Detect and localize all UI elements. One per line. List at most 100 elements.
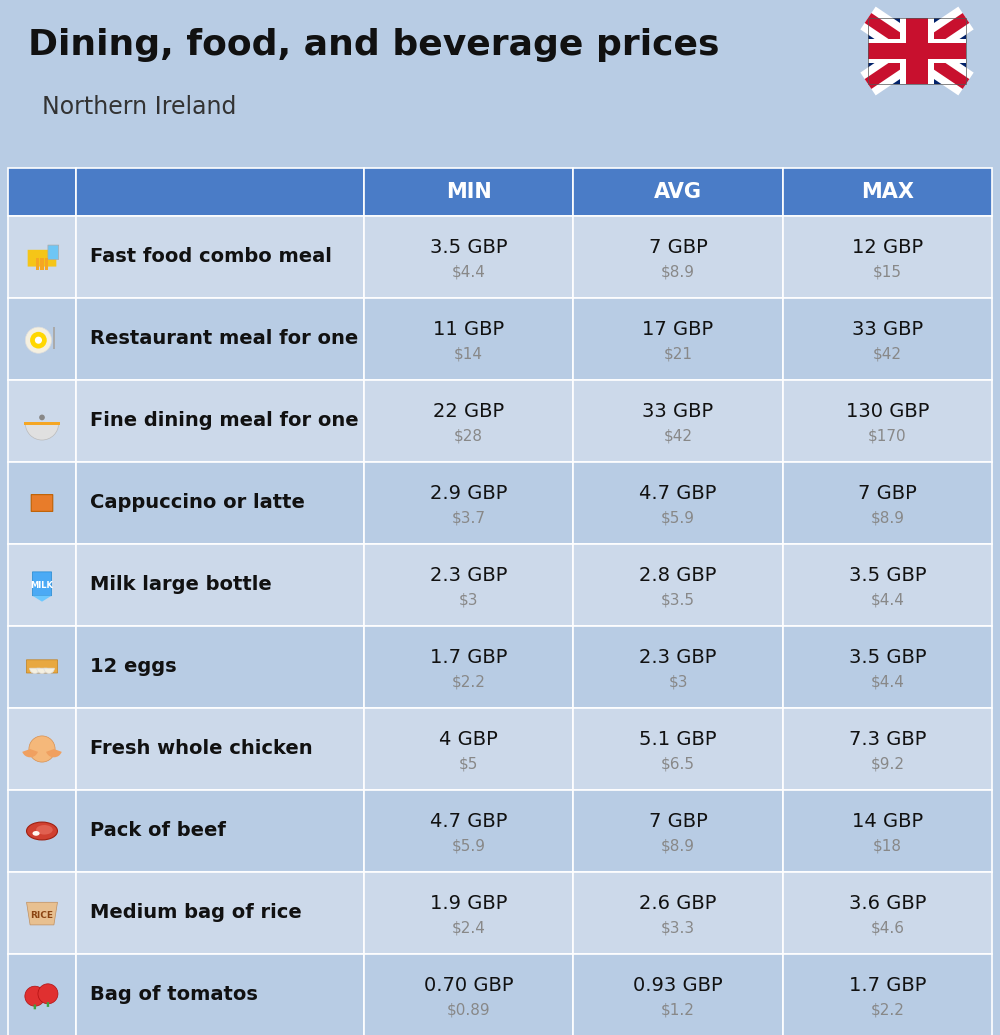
Bar [53, 327, 55, 349]
Text: 7 GBP: 7 GBP [649, 811, 707, 831]
Bar [573, 954, 783, 1035]
Text: Milk large bottle: Milk large bottle [90, 575, 272, 594]
Text: $5: $5 [459, 757, 478, 771]
Text: 7 GBP: 7 GBP [858, 483, 917, 503]
FancyBboxPatch shape [32, 572, 52, 596]
Text: Fine dining meal for one: Fine dining meal for one [90, 412, 359, 431]
Bar [783, 168, 992, 216]
Text: $8.9: $8.9 [661, 264, 695, 279]
Bar [40, 258, 44, 270]
Text: 33 GBP: 33 GBP [852, 320, 923, 338]
Text: 11 GBP: 11 GBP [433, 320, 504, 338]
Bar [8, 873, 76, 954]
Bar [76, 380, 364, 462]
Text: $21: $21 [664, 347, 692, 361]
Wedge shape [30, 669, 40, 674]
Bar [8, 168, 76, 216]
Text: $5.9: $5.9 [452, 838, 486, 853]
Bar [783, 544, 992, 626]
Text: Northern Ireland: Northern Ireland [42, 95, 236, 119]
Text: $8.9: $8.9 [661, 838, 695, 853]
Circle shape [29, 736, 55, 762]
Text: 17 GBP: 17 GBP [642, 320, 714, 338]
Text: Fresh whole chicken: Fresh whole chicken [90, 739, 313, 759]
Text: 3.5 GBP: 3.5 GBP [849, 566, 926, 585]
Text: 1.7 GBP: 1.7 GBP [849, 976, 926, 995]
Text: $0.89: $0.89 [447, 1002, 490, 1017]
Bar [900, 18, 934, 84]
Text: $2.2: $2.2 [870, 1002, 904, 1017]
Wedge shape [37, 669, 47, 674]
Bar [783, 626, 992, 708]
FancyBboxPatch shape [31, 495, 53, 511]
Text: $4.4: $4.4 [452, 264, 486, 279]
Text: $2.4: $2.4 [452, 920, 486, 936]
Bar [24, 422, 60, 425]
FancyBboxPatch shape [47, 1002, 49, 1007]
Text: Bag of tomatos: Bag of tomatos [90, 985, 258, 1005]
Bar [783, 954, 992, 1035]
Polygon shape [32, 596, 52, 601]
Text: Dining, food, and beverage prices: Dining, food, and beverage prices [28, 28, 720, 62]
Bar [573, 462, 783, 544]
Text: $18: $18 [873, 838, 902, 853]
Bar [364, 708, 573, 790]
Bar [906, 18, 928, 84]
Text: $42: $42 [873, 347, 902, 361]
Text: $9.2: $9.2 [870, 757, 904, 771]
Bar [868, 39, 966, 62]
Bar [36, 258, 39, 270]
Text: 4.7 GBP: 4.7 GBP [639, 483, 717, 503]
Text: 7 GBP: 7 GBP [649, 238, 707, 257]
Bar [573, 708, 783, 790]
Bar [364, 168, 573, 216]
Text: 14 GBP: 14 GBP [852, 811, 923, 831]
Bar [783, 380, 992, 462]
Bar [783, 790, 992, 873]
Text: RICE: RICE [30, 911, 54, 920]
Bar [364, 298, 573, 380]
Bar [76, 462, 364, 544]
Text: Medium bag of rice: Medium bag of rice [90, 904, 302, 922]
FancyBboxPatch shape [26, 659, 58, 673]
Wedge shape [44, 669, 54, 674]
Text: 2.3 GBP: 2.3 GBP [430, 566, 507, 585]
Bar [76, 790, 364, 873]
Wedge shape [46, 749, 62, 758]
Bar [76, 626, 364, 708]
Bar [76, 954, 364, 1035]
Bar [76, 298, 364, 380]
Text: $5.9: $5.9 [661, 510, 695, 525]
Text: $3.3: $3.3 [661, 920, 695, 936]
Bar [364, 790, 573, 873]
Text: $3: $3 [668, 674, 688, 689]
Text: $3.7: $3.7 [452, 510, 486, 525]
Text: $3: $3 [459, 592, 478, 608]
Circle shape [30, 332, 47, 349]
Text: $3.5: $3.5 [661, 592, 695, 608]
Bar [364, 626, 573, 708]
Bar [8, 708, 76, 790]
Bar [76, 216, 364, 298]
Text: 12 eggs: 12 eggs [90, 657, 177, 677]
Text: $1.2: $1.2 [661, 1002, 695, 1017]
Bar [45, 258, 48, 270]
FancyBboxPatch shape [48, 245, 59, 260]
Bar [76, 873, 364, 954]
Text: MIN: MIN [446, 182, 492, 202]
Bar [364, 954, 573, 1035]
Text: $28: $28 [454, 428, 483, 443]
Bar [8, 380, 76, 462]
Bar [573, 380, 783, 462]
Bar [8, 954, 76, 1035]
Circle shape [38, 984, 58, 1004]
Bar [783, 873, 992, 954]
Text: Pack of beef: Pack of beef [90, 822, 226, 840]
Text: 4 GBP: 4 GBP [439, 730, 498, 748]
Text: $15: $15 [873, 264, 902, 279]
Bar [783, 298, 992, 380]
Text: 7.3 GBP: 7.3 GBP [849, 730, 926, 748]
FancyBboxPatch shape [34, 1005, 36, 1009]
Text: 2.6 GBP: 2.6 GBP [639, 893, 717, 913]
Wedge shape [25, 423, 59, 440]
